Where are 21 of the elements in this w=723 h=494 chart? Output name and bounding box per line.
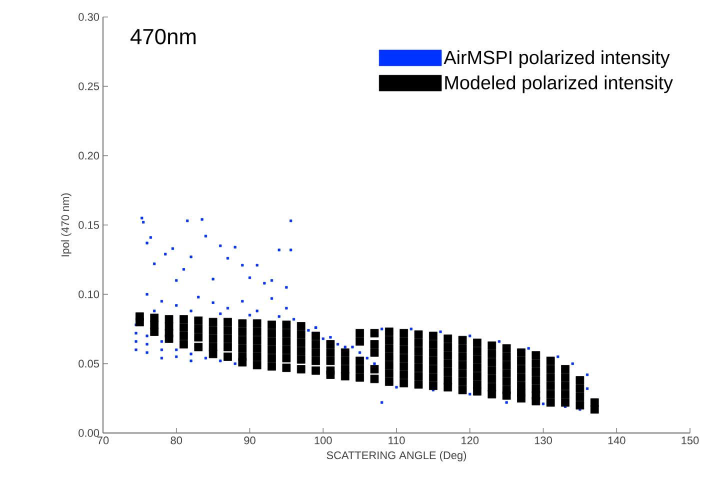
- x-tick-label: 150: [682, 436, 699, 444]
- y-tick-label: 0.20: [78, 152, 100, 160]
- y-tick-label: 0.05: [78, 360, 100, 368]
- x-axis-title: SCATTERING ANGLE (Deg): [326, 451, 466, 462]
- y-tick-label: 0.25: [78, 82, 100, 90]
- x-tick-label: 130: [534, 436, 552, 444]
- x-tick-label: 140: [608, 436, 626, 444]
- y-tick-label: 0.00: [78, 429, 100, 437]
- x-tick-label: 100: [314, 436, 332, 444]
- x-tick-label: 90: [244, 436, 256, 444]
- annotation: 470nm: [130, 28, 196, 44]
- y-tick-label: 0.10: [78, 290, 100, 298]
- legend-label: Modeled polarized intensity: [445, 75, 673, 94]
- legend-label: AirMSPI polarized intensity: [444, 50, 670, 68]
- x-tick-label: 80: [170, 436, 182, 444]
- y-tick-label: 0.15: [78, 221, 100, 229]
- y-tick-label: 0.30: [78, 13, 100, 21]
- x-tick-label: 110: [388, 436, 405, 444]
- x-tick-label: 120: [462, 436, 479, 444]
- x-tick-label: 70: [97, 436, 109, 444]
- y-axis-title: Ipol (470 nm): [61, 193, 72, 256]
